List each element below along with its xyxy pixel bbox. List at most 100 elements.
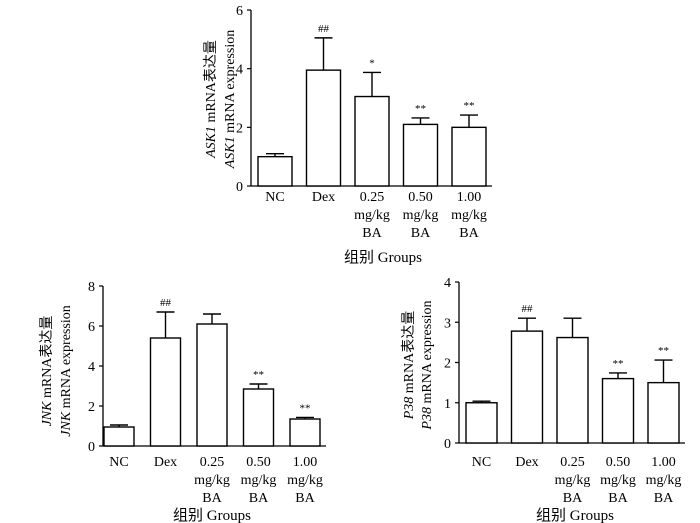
y-tick-label: 6 [88, 320, 95, 335]
category-label-line: BA [362, 226, 382, 241]
y-axis-label-en: ASK1 mRNA expression [223, 30, 238, 169]
category-label-line: Dex [515, 455, 538, 470]
significance-label: ** [415, 103, 426, 115]
category-label-line: BA [608, 491, 628, 506]
bar [242, 388, 275, 447]
y-axis-label-cn-rest: mRNA表达量 [203, 40, 219, 126]
category-label: Dex [154, 455, 177, 470]
category-label-line: NC [109, 455, 128, 470]
category-label-line: Dex [312, 190, 335, 205]
bar [289, 418, 321, 447]
category-label-line: mg/kg [403, 208, 439, 223]
bar [257, 155, 293, 187]
category-label-line: 0.50 [408, 190, 433, 205]
category-label-line: mg/kg [194, 473, 230, 488]
significance-label: ## [160, 297, 172, 309]
significance-label: ## [318, 23, 330, 35]
bar [149, 337, 182, 447]
category-label-line: NC [472, 455, 491, 470]
bar [510, 330, 544, 444]
y-axis-label-cn-rest: mRNA表达量 [401, 311, 417, 397]
category-label: 1.00 mg/kg BA [287, 455, 323, 506]
category-label-line: BA [202, 491, 222, 506]
category-label: 1.00 mg/kg BA [451, 190, 487, 241]
y-axis-label-cn: ASK1 mRNA表达量 [203, 40, 219, 159]
y-axis-label-en-rest: mRNA expression [420, 300, 435, 407]
category-label-line: mg/kg [646, 473, 682, 488]
y-axis-label-cn-rest: mRNA表达量 [39, 316, 55, 402]
y-axis-label-cn-gene: P38 [402, 397, 417, 421]
y-axis-label-en-gene: ASK1 [223, 136, 238, 169]
category-label-line: mg/kg [287, 473, 323, 488]
category-label: Dex [312, 190, 335, 205]
y-axis-label-en-gene: JNK [59, 411, 74, 437]
significance-label: ** [464, 100, 475, 112]
y-tick-label: 4 [236, 63, 243, 78]
chart-panel-3: 0 1 2 3 4 NC ## Dex 0.25 mg/kg BA ** 0.50 mg/kg BA ** 1.… [401, 276, 685, 523]
y-axis-label-cn-gene: JNK [40, 401, 55, 427]
x-axis-label: 组别 Groups [536, 507, 614, 523]
category-label: 0.25 mg/kg BA [555, 455, 591, 506]
y-tick-label: 2 [236, 121, 243, 136]
category-label-line: BA [654, 491, 674, 506]
category-label-line: 0.50 [246, 455, 271, 470]
y-axis-label-en: P38 mRNA expression [420, 300, 435, 430]
bar [354, 95, 390, 187]
y-tick-label: 0 [236, 180, 243, 195]
category-label: 0.50 mg/kg BA [600, 455, 636, 506]
category-label: NC [472, 455, 491, 470]
category-label-line: mg/kg [354, 208, 390, 223]
significance-label: ** [300, 402, 311, 414]
category-label-line: mg/kg [600, 473, 636, 488]
y-tick-label: 3 [444, 316, 451, 331]
category-label: Dex [515, 455, 538, 470]
category-label-line: BA [563, 491, 583, 506]
y-tick-label: 1 [444, 397, 451, 412]
y-axis-label-en-gene: P38 [420, 407, 435, 431]
category-label-line: 0.25 [360, 190, 385, 205]
category-label-line: BA [295, 491, 315, 506]
bar [305, 69, 342, 187]
category-label: 0.50 mg/kg BA [241, 455, 277, 506]
bar [402, 123, 439, 187]
x-axis-label: 组别 Groups [344, 249, 422, 266]
y-axis-label-en-rest: mRNA expression [59, 305, 74, 412]
y-axis-label-en-rest: mRNA expression [223, 30, 238, 137]
category-label: 0.25 mg/kg BA [354, 190, 390, 241]
chart-panel-1: 0 2 4 6 NC ## Dex * 0.25 mg/kg BA ** 0.50 mg/kg BA ** 1.… [203, 4, 492, 266]
category-label-line: BA [411, 226, 431, 241]
bar [196, 323, 228, 447]
category-label-line: BA [249, 491, 269, 506]
bar [465, 402, 498, 444]
y-tick-label: 4 [444, 276, 451, 291]
y-tick-label: 0 [444, 437, 451, 452]
category-label-line: 0.25 [200, 455, 225, 470]
bar [601, 377, 635, 444]
category-label-line: mg/kg [555, 473, 591, 488]
y-axis-label-cn: P38 mRNA表达量 [401, 311, 417, 421]
y-axis-label-cn-gene: ASK1 [204, 126, 219, 159]
chart-panel-2: 0 2 4 6 8 NC ## Dex 0.25 mg/kg BA ** 0.50 mg/kg BA ** 1.… [39, 280, 326, 523]
category-label: NC [265, 190, 284, 205]
y-axis-label-en: JNK mRNA expression [59, 305, 74, 436]
significance-label: ** [253, 369, 264, 381]
y-tick-label: 4 [88, 360, 95, 375]
bar [103, 426, 135, 447]
category-label: 0.25 mg/kg BA [194, 455, 230, 506]
y-tick-label: 6 [236, 4, 243, 19]
category-label: 1.00 mg/kg BA [646, 455, 682, 506]
category-label-line: 1.00 [651, 455, 676, 470]
x-axis-label: 组别 Groups [173, 507, 251, 523]
y-tick-label: 2 [444, 357, 451, 372]
bar [647, 381, 680, 444]
category-label-line: 1.00 [293, 455, 318, 470]
significance-label: ## [522, 303, 534, 315]
significance-label: ** [658, 345, 669, 357]
bar [451, 126, 487, 187]
bar [556, 336, 589, 444]
category-label-line: mg/kg [241, 473, 277, 488]
category-label-line: Dex [154, 455, 177, 470]
y-tick-label: 0 [88, 440, 95, 455]
y-tick-label: 2 [88, 400, 95, 415]
